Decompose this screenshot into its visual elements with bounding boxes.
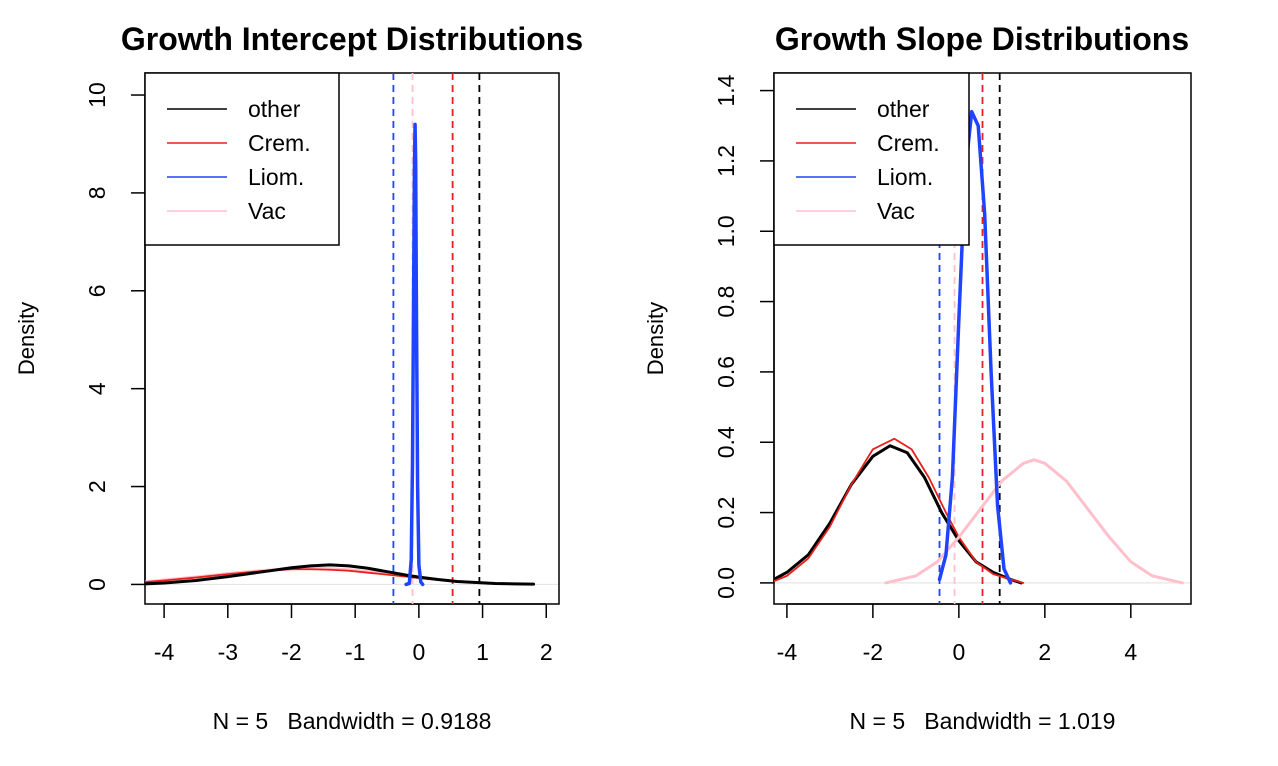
x-tick-label: 0: [952, 639, 965, 665]
x-tick-label: 2: [540, 639, 553, 665]
y-axis-label: Density: [14, 302, 39, 375]
x-tick-label: 4: [1124, 639, 1137, 665]
legend-label: Crem.: [248, 130, 311, 156]
y-tick-label: 1.2: [713, 145, 739, 177]
legend-box: [773, 72, 970, 246]
y-tick-label: 4: [84, 382, 110, 395]
series-line-vac: [884, 458, 1184, 585]
x-axis-label: N = 5 Bandwidth = 0.9188: [213, 708, 492, 734]
series-line-crem: [774, 437, 1025, 584]
y-tick-label: 8: [84, 187, 110, 200]
y-tick-label: 0.0: [713, 567, 739, 599]
y-tick-label: 2: [84, 480, 110, 493]
y-tick-label: 10: [84, 82, 110, 108]
chart-title: Growth Slope Distributions: [775, 21, 1189, 57]
legend-label: Vac: [877, 198, 915, 224]
y-tick-label: 1.4: [713, 74, 739, 106]
y-axis: 0 2 4 6 8 10: [84, 82, 146, 591]
y-axis-label: Density: [643, 302, 668, 375]
y-tick-label: 0.6: [713, 356, 739, 388]
plot-area: [145, 73, 536, 604]
legend-label: Crem.: [877, 130, 940, 156]
x-tick-label: -2: [281, 639, 301, 665]
x-tick-label: -2: [863, 639, 883, 665]
y-tick-label: 0.4: [713, 426, 739, 458]
series-line-other: [774, 444, 1023, 585]
y-axis: 0.0 0.2 0.4 0.6 0.8 1.0 1.2 1.4: [713, 74, 775, 599]
legend-label: Liom.: [248, 164, 304, 190]
series-line-liom: [937, 109, 1013, 585]
legend: other Crem. Liom. Vac: [773, 72, 970, 246]
chart-title: Growth Intercept Distributions: [121, 21, 583, 57]
y-tick-label: 1.0: [713, 215, 739, 247]
y-tick-label: 6: [84, 284, 110, 297]
legend-label: Liom.: [877, 164, 933, 190]
y-tick-label: 0: [84, 578, 110, 591]
x-tick-label: -4: [777, 639, 798, 665]
series-line-liom: [404, 122, 425, 587]
x-tick-label: 2: [1038, 639, 1051, 665]
legend-label: Vac: [248, 198, 286, 224]
y-tick-label: 0.8: [713, 286, 739, 318]
plot-area: [774, 73, 1184, 604]
x-axis-label: N = 5 Bandwidth = 1.019: [850, 708, 1116, 734]
x-axis: -4 -2 0 2 4: [777, 603, 1137, 665]
chart-panel-2: Growth Slope Distributions Density N = 5 B…: [643, 21, 1192, 734]
chart-panel-1: Growth Intercept Distributions Density N =…: [14, 21, 583, 734]
x-tick-label: 0: [412, 639, 425, 665]
legend: other Crem. Liom. Vac: [144, 72, 340, 246]
plot-frame: [144, 72, 560, 605]
x-tick-label: -4: [154, 639, 175, 665]
x-tick-label: -3: [218, 639, 238, 665]
legend-box: [144, 72, 340, 246]
x-tick-label: -1: [345, 639, 365, 665]
y-tick-label: 0.2: [713, 497, 739, 529]
x-tick-label: 1: [476, 639, 489, 665]
legend-label: other: [248, 96, 301, 122]
series-line-other: [145, 563, 536, 586]
x-axis: -4 -3 -2 -1 0 1 2: [154, 603, 553, 665]
legend-label: other: [877, 96, 930, 122]
